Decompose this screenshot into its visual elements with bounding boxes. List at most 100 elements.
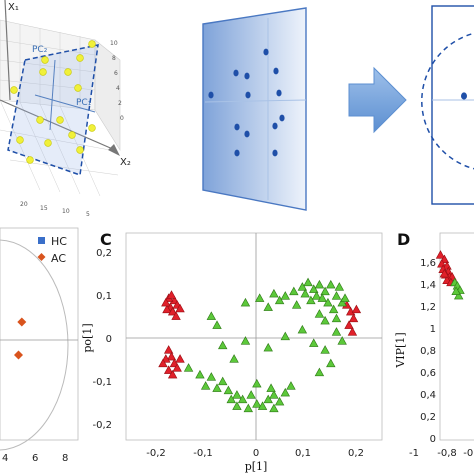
data-point xyxy=(280,291,290,300)
data-point xyxy=(88,124,96,132)
svg-text:0: 0 xyxy=(106,334,112,345)
data-point xyxy=(88,40,96,48)
svg-text:2: 2 xyxy=(118,100,122,107)
data-point xyxy=(64,68,72,76)
data-point xyxy=(297,324,308,334)
plane-axis-h xyxy=(204,99,307,103)
legend: HC AC xyxy=(37,235,67,265)
hotelling-ellipse xyxy=(0,239,69,451)
data-point xyxy=(254,293,265,302)
data-point xyxy=(280,387,290,397)
tick-labels-3d: 10 8 6 4 2 0 20 15 10 5 xyxy=(20,40,124,218)
data-point xyxy=(337,297,347,307)
data-point xyxy=(274,396,285,406)
data-point xyxy=(297,282,308,291)
data-point xyxy=(240,336,251,345)
panel-letter-c: C xyxy=(100,230,112,249)
data-point xyxy=(263,342,273,352)
data-point xyxy=(439,268,450,278)
data-point xyxy=(17,317,27,327)
panel-letter-d: D xyxy=(397,230,410,249)
data-point xyxy=(161,297,171,307)
panel-b-ticks: 4 6 8 xyxy=(2,453,68,464)
data-point xyxy=(326,279,336,289)
data-point xyxy=(314,279,325,289)
data-point xyxy=(280,331,290,341)
right-arrow-icon xyxy=(348,66,407,134)
data-point xyxy=(234,149,240,157)
panel-d-x-ticks: -1 -0,8 -0,6 xyxy=(409,448,474,459)
data-point xyxy=(166,351,177,361)
pc2-axis xyxy=(49,59,56,131)
svg-text:0: 0 xyxy=(120,115,124,122)
data-point xyxy=(158,358,168,368)
data-point xyxy=(167,369,178,379)
data-point xyxy=(347,327,358,336)
axis-label-x1: X₁ xyxy=(8,2,19,13)
svg-text:1,2: 1,2 xyxy=(420,302,436,313)
data-point xyxy=(273,67,279,75)
panel-c-points xyxy=(158,277,362,413)
data-point xyxy=(272,149,278,157)
data-point xyxy=(279,114,285,122)
data-point xyxy=(44,139,52,147)
svg-text:20: 20 xyxy=(20,201,28,208)
data-point xyxy=(263,48,269,56)
axis-line xyxy=(0,99,116,151)
y-axis-label: VIP[1] xyxy=(394,332,407,368)
data-point xyxy=(212,383,222,392)
data-point xyxy=(328,304,339,314)
panel-c-x-ticks: -0,2 -0,1 0 0,1 0,2 xyxy=(146,448,364,459)
svg-text:0,2: 0,2 xyxy=(348,448,364,459)
data-point xyxy=(41,56,49,64)
data-point xyxy=(208,91,214,99)
data-point xyxy=(289,286,299,296)
svg-text:0: 0 xyxy=(430,434,436,445)
svg-text:0,8: 0,8 xyxy=(420,346,436,357)
pc1-axis xyxy=(34,94,96,113)
panel-c: C 0,2 0,1 0 -0,1 -0,2 -0,2 -0,1 0 0,1 0,… xyxy=(81,230,383,473)
data-point xyxy=(320,286,330,296)
data-point xyxy=(195,369,205,379)
svg-text:1,4: 1,4 xyxy=(420,280,436,291)
data-point xyxy=(167,306,178,316)
plot-frame xyxy=(439,232,474,441)
svg-text:0,2: 0,2 xyxy=(420,412,436,423)
panel-d-y-ticks: 1,6 1,4 1,2 1 0,8 0,6 0,4 0,2 0 xyxy=(420,258,436,445)
data-point xyxy=(240,297,251,307)
axis-arrow-icon xyxy=(108,144,120,156)
data-point xyxy=(229,354,239,363)
side-wall xyxy=(94,39,121,152)
projection-plane xyxy=(202,7,307,211)
data-point xyxy=(39,68,47,76)
data-point xyxy=(245,91,251,99)
panel-d-points xyxy=(435,250,465,300)
data-point xyxy=(306,295,316,305)
data-point xyxy=(212,320,222,329)
confidence-ellipse xyxy=(421,32,474,170)
svg-text:0,6: 0,6 xyxy=(420,368,436,379)
data-point xyxy=(68,131,76,139)
x-axis-label: p[1] xyxy=(245,460,268,473)
legend-hc: HC xyxy=(51,235,67,248)
data-point xyxy=(237,394,248,404)
svg-text:0,2: 0,2 xyxy=(96,248,112,259)
data-point xyxy=(234,123,240,131)
data-point xyxy=(317,293,327,302)
data-point xyxy=(461,92,467,100)
data-point xyxy=(56,116,64,124)
data-point xyxy=(162,304,172,314)
data-point xyxy=(331,327,342,336)
data-point xyxy=(252,399,262,408)
panel-b-points xyxy=(14,317,27,360)
data-point xyxy=(263,302,273,311)
data-point xyxy=(272,122,278,130)
svg-text:5: 5 xyxy=(86,211,90,218)
pc-plane xyxy=(7,44,99,177)
data-point xyxy=(309,284,319,293)
data-point xyxy=(311,291,322,300)
data-point xyxy=(16,136,24,144)
svg-text:10: 10 xyxy=(62,208,70,215)
data-point xyxy=(323,297,333,307)
data-point xyxy=(314,309,325,318)
